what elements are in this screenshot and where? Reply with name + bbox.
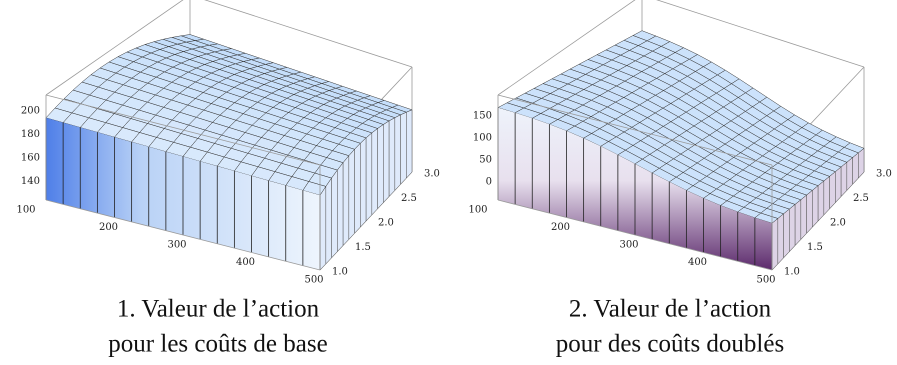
y-tick-label: 1.0 (332, 267, 348, 278)
surface-side (829, 171, 836, 210)
z-tick-label: 150 (473, 111, 492, 122)
y-tick-label: 3.0 (876, 169, 892, 180)
surface-side (817, 180, 825, 222)
y-tick-label: 1.5 (807, 242, 823, 253)
surface-side (342, 155, 350, 247)
box-edge (45, 199, 321, 271)
x-tick-label: 300 (619, 240, 638, 251)
x-tick-label: 400 (688, 257, 707, 268)
surface-side (789, 203, 796, 253)
x-tick-label: 500 (756, 275, 775, 286)
surface-side (331, 169, 338, 259)
surface-side (800, 194, 807, 241)
box-edge (497, 94, 773, 166)
surface-side (840, 161, 848, 198)
x-tick-label: 200 (99, 222, 118, 233)
box-edge (45, 94, 321, 166)
surface-side (771, 217, 779, 271)
y-tick-label: 2.0 (378, 218, 394, 229)
surface-side (383, 120, 390, 204)
box-edge (497, 199, 773, 271)
surface-side (319, 185, 327, 271)
y-tick-label: 3.0 (424, 169, 440, 180)
surface-side (377, 124, 384, 210)
box-edge (656, 0, 865, 68)
surface-side (806, 189, 813, 234)
surface-side (858, 147, 865, 179)
x-tick-label: 500 (304, 275, 323, 286)
caption: 2. Valeur de l’action (569, 296, 772, 323)
surface-side (846, 157, 853, 192)
surface-side (835, 166, 842, 204)
z-tick-label: 100 (473, 133, 492, 144)
surface-side (394, 114, 401, 192)
y-tick-label: 1.5 (355, 242, 371, 253)
surface-side (337, 161, 344, 253)
surface-side (794, 199, 802, 247)
surface-side (348, 148, 355, 241)
z-tick-label: 50 (479, 155, 492, 166)
surface-side (360, 137, 367, 228)
surface-side (371, 127, 378, 216)
surface-side (812, 185, 819, 228)
surface-side (783, 208, 790, 259)
surface-side (777, 213, 784, 265)
x-tick-label: 100 (16, 205, 35, 216)
box-edge (204, 0, 413, 68)
surface-side (365, 132, 373, 222)
surface-side (325, 177, 332, 265)
y-tick-label: 2.5 (401, 193, 417, 204)
surface-side (388, 117, 396, 198)
y-tick-label: 2.5 (853, 193, 869, 204)
caption: pour les coûts de base (108, 331, 327, 358)
surface-side (823, 175, 830, 216)
box-edge (45, 0, 184, 96)
z-tick-label: 180 (21, 129, 40, 140)
z-tick-label: 160 (21, 153, 40, 164)
x-tick-label: 200 (551, 222, 570, 233)
z-tick-label: 140 (21, 176, 40, 187)
box-edge (497, 0, 636, 96)
z-tick-label: 0 (486, 177, 492, 188)
z-tick-label: 200 (21, 105, 40, 116)
caption: 1. Valeur de l’action (117, 296, 320, 323)
surface-side (354, 142, 361, 234)
x-tick-label: 300 (167, 240, 186, 251)
x-tick-label: 400 (236, 257, 255, 268)
surface-side (400, 111, 407, 185)
y-tick-label: 1.0 (784, 267, 800, 278)
y-tick-label: 2.0 (830, 218, 846, 229)
caption: pour des coûts doublés (556, 331, 784, 358)
surface-side (852, 152, 859, 185)
x-tick-label: 100 (468, 205, 487, 216)
surface-side (406, 109, 413, 179)
